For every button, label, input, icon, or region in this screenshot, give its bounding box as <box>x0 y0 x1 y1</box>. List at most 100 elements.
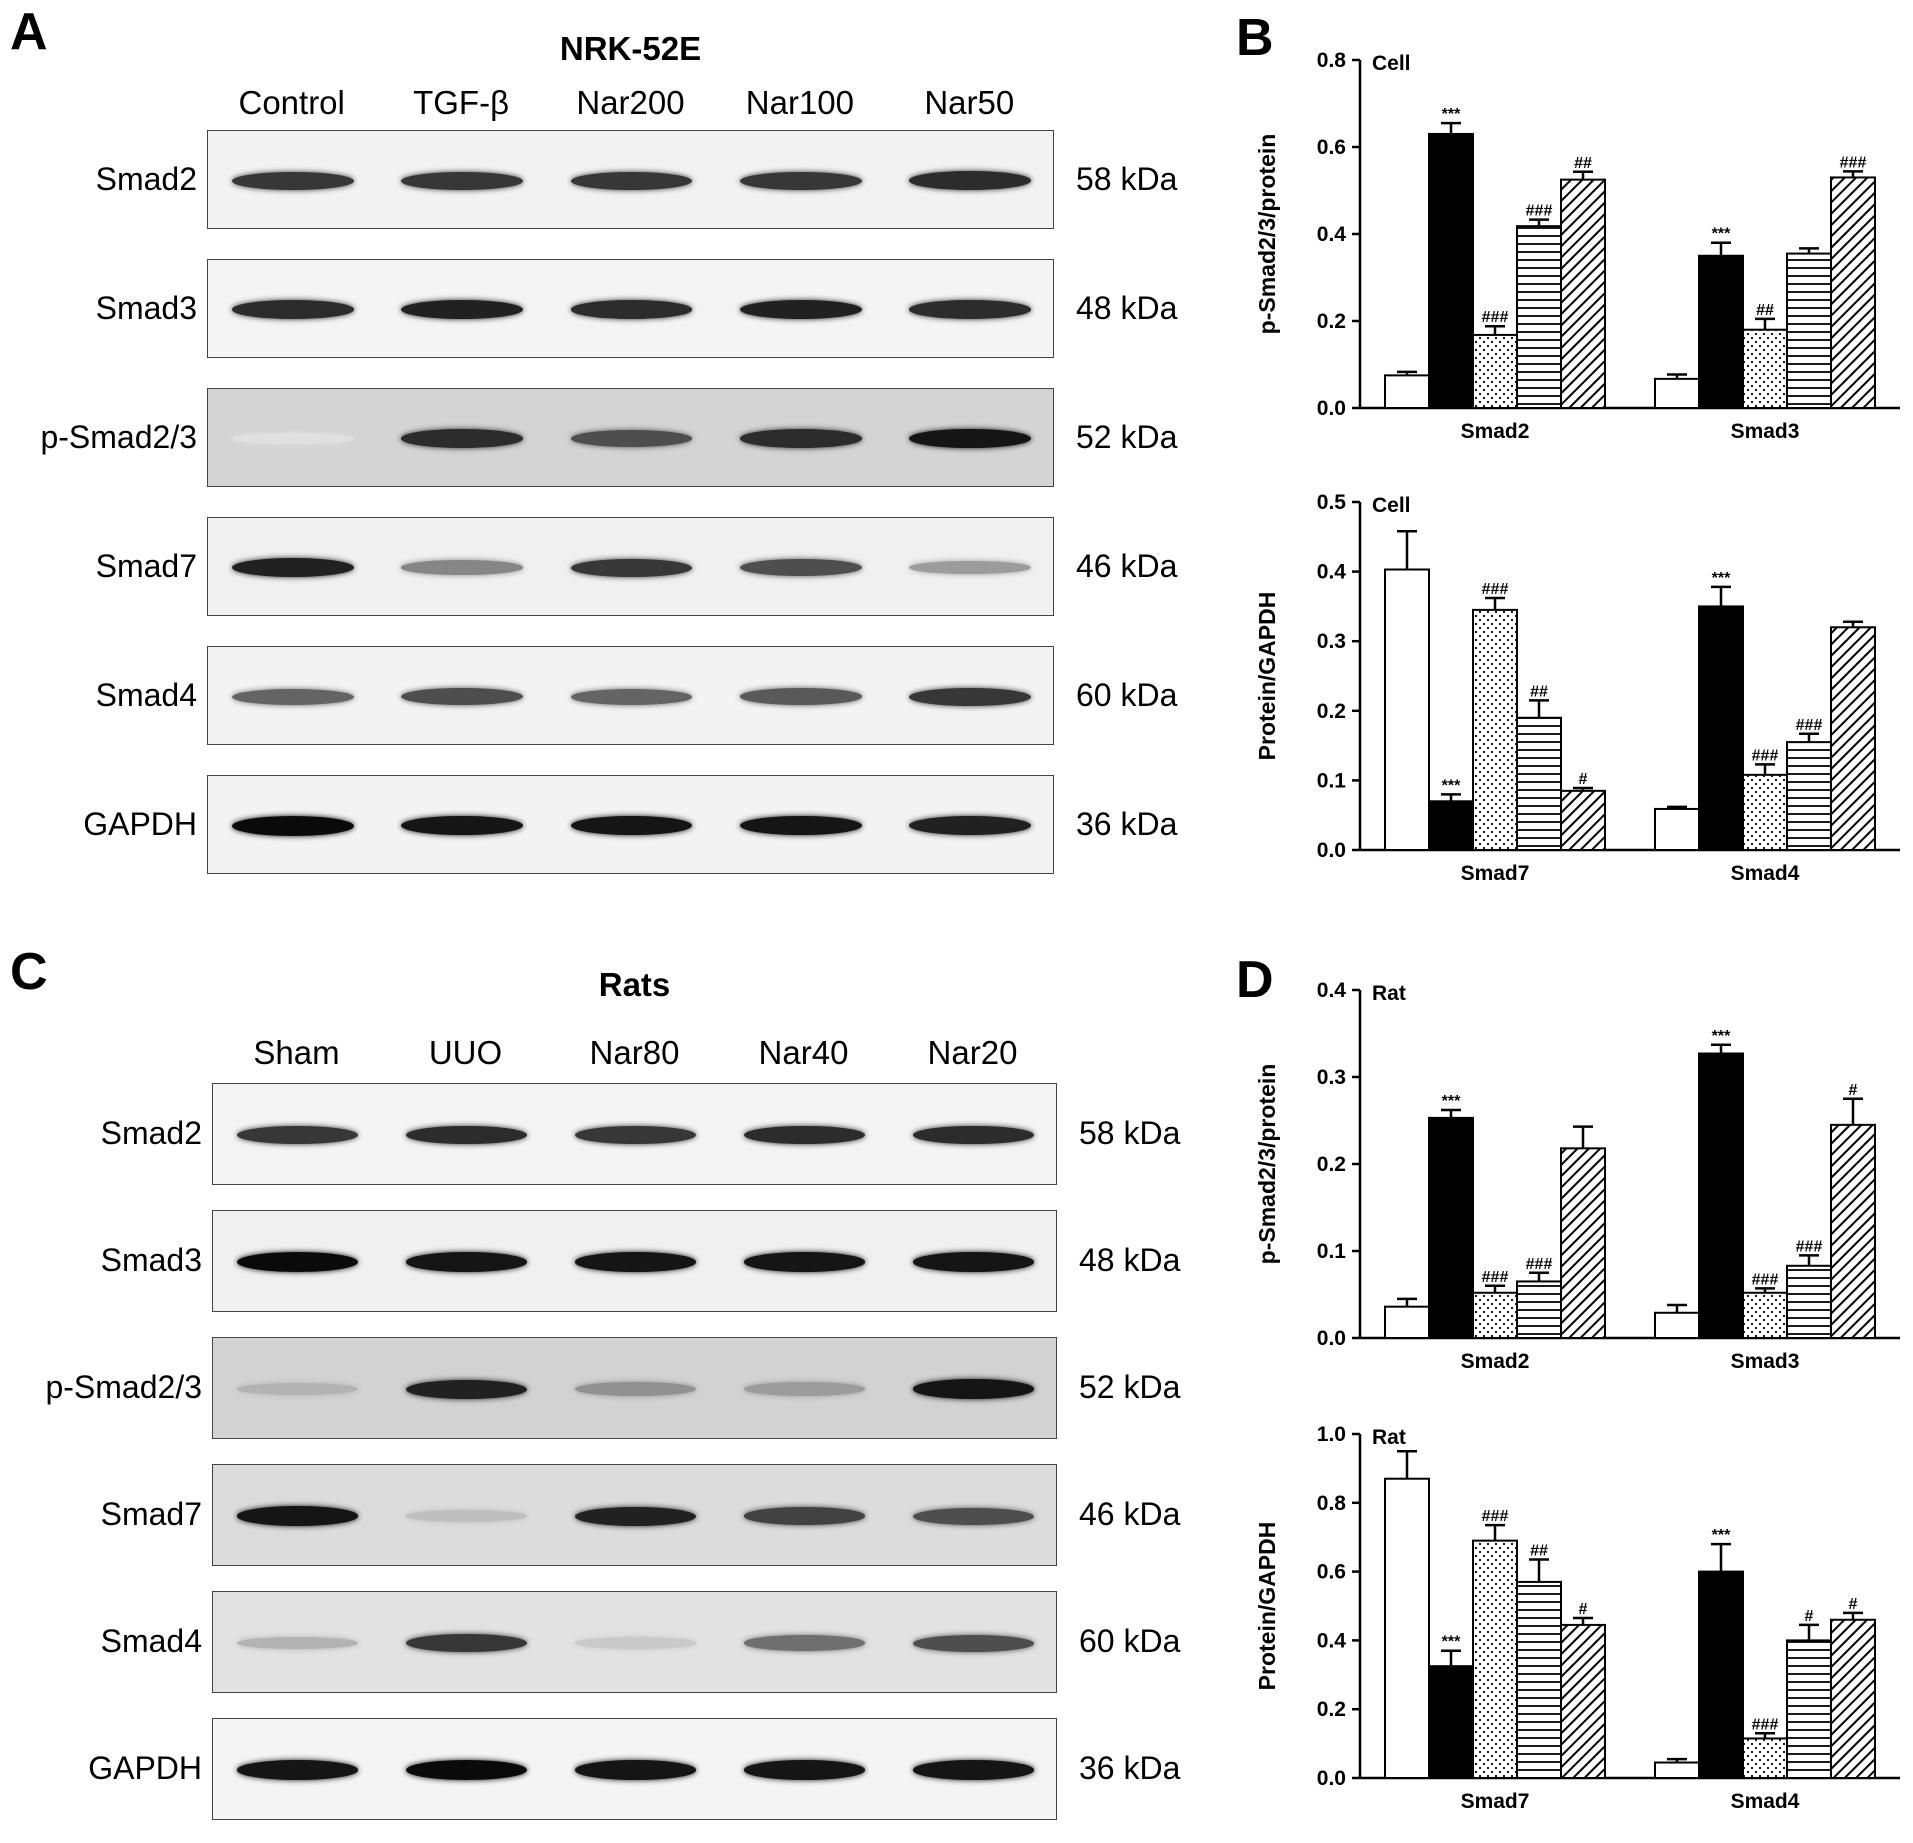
significance-label: ### <box>1482 1508 1509 1525</box>
y-tick-label: 0.4 <box>1317 223 1347 246</box>
protein-band <box>912 1125 1035 1145</box>
protein-band <box>739 559 862 576</box>
bar <box>1428 800 1474 851</box>
bar <box>1384 374 1430 409</box>
chart-annotation: Rat <box>1372 1426 1406 1449</box>
y-tick-label: 0.0 <box>1317 397 1346 420</box>
significance-label: ### <box>1796 717 1823 734</box>
protein-band <box>909 171 1032 190</box>
protein-band <box>570 688 693 705</box>
y-tick-label: 0.4 <box>1317 1629 1347 1652</box>
y-axis-label: p-Smad2/3/protein <box>1254 1064 1280 1265</box>
kda-label: 52 kDa <box>1076 418 1178 455</box>
lane-label: Nar50 <box>924 84 1015 121</box>
protein-band <box>236 1636 359 1650</box>
chart-annotation: Rat <box>1372 982 1406 1005</box>
significance-label: ### <box>1526 203 1553 220</box>
protein-band <box>912 1760 1035 1780</box>
protein-band <box>236 1760 359 1780</box>
y-tick-label: 0.3 <box>1317 630 1346 653</box>
protein-band <box>405 1634 528 1652</box>
bar-chart-d-top: 0.0 0.1 0.2 0.3 0.4 Rat p-Smad2/3/protein Smad2… <box>1254 979 1900 1373</box>
blot-strip <box>212 1337 1057 1439</box>
bar <box>1516 1280 1562 1340</box>
row-label: Smad3 <box>100 1242 202 1278</box>
y-tick-label: 0.8 <box>1317 1492 1347 1515</box>
protein-band <box>739 171 862 190</box>
protein-band <box>739 429 862 448</box>
significance-label: *** <box>1712 570 1731 587</box>
kda-label: 60 kDa <box>1079 1623 1181 1659</box>
protein-band <box>909 300 1032 319</box>
row-label: Smad7 <box>95 547 197 584</box>
protein-band <box>912 1507 1035 1525</box>
bar <box>1428 132 1474 409</box>
bar <box>1516 225 1562 409</box>
protein-band <box>236 1252 359 1272</box>
protein-band <box>574 1126 697 1144</box>
protein-band <box>231 433 354 444</box>
bar <box>1560 1623 1606 1779</box>
protein-band <box>739 688 862 705</box>
protein-band <box>401 429 524 448</box>
protein-band <box>236 1506 359 1526</box>
bar <box>1786 252 1832 409</box>
bar <box>1560 1147 1606 1339</box>
y-tick-label: 0.1 <box>1317 769 1347 792</box>
bar <box>1830 1618 1876 1779</box>
kda-label: 48 kDa <box>1079 1242 1181 1278</box>
panel-letter-d: D <box>1236 951 1274 1009</box>
kda-label: 46 kDa <box>1079 1496 1181 1532</box>
blot-strip <box>207 517 1054 616</box>
y-tick-label: 0.6 <box>1317 136 1346 159</box>
bar <box>1472 1539 1518 1779</box>
lane-label: TGF-β <box>413 84 510 121</box>
kda-label: 52 kDa <box>1079 1369 1181 1405</box>
protein-band <box>405 1760 528 1780</box>
y-tick-label: 0.4 <box>1317 561 1347 584</box>
y-tick-label: 1.0 <box>1317 1423 1346 1446</box>
kda-label: 58 kDa <box>1076 160 1178 197</box>
kda-label: 48 kDa <box>1076 289 1178 326</box>
bar <box>1786 1264 1832 1340</box>
chart-annotation: Cell <box>1372 494 1411 517</box>
significance-label: ### <box>1840 154 1867 171</box>
protein-band <box>570 171 693 190</box>
protein-band <box>739 300 862 319</box>
protein-band <box>231 815 354 836</box>
lane-label: UUO <box>428 1034 503 1071</box>
y-tick-label: 0.4 <box>1317 979 1347 1002</box>
bar <box>1742 773 1788 851</box>
protein-band <box>574 1760 697 1780</box>
y-tick-label: 0.2 <box>1317 1153 1346 1176</box>
panel-letter-a: A <box>10 3 48 61</box>
significance-label: *** <box>1442 1634 1461 1651</box>
bar <box>1516 716 1562 851</box>
protein-band <box>401 815 524 836</box>
bar <box>1472 1291 1518 1340</box>
lane-label: Control <box>238 84 345 121</box>
y-tick-label: 0.1 <box>1317 1240 1347 1263</box>
bar <box>1516 1580 1562 1779</box>
bar-chart-b-bottom: 0.0 0.1 0.2 0.3 0.4 0.5 Cell Protein/GAPDH Smad7… <box>1254 491 1900 885</box>
y-axis-label: p-Smad2/3/protein <box>1254 134 1280 335</box>
protein-band <box>574 1637 697 1649</box>
significance-label: ## <box>1574 155 1592 172</box>
y-tick-label: 0.5 <box>1317 491 1347 514</box>
significance-label: ## <box>1756 302 1774 319</box>
chart-annotation: Cell <box>1372 52 1411 75</box>
kda-label: 58 kDa <box>1079 1115 1181 1151</box>
protein-band <box>236 1126 359 1144</box>
protein-band <box>912 1634 1035 1652</box>
protein-band <box>574 1252 697 1272</box>
protein-band <box>570 815 693 836</box>
row-label: Smad2 <box>95 160 197 197</box>
significance-label: # <box>1849 1082 1858 1099</box>
protein-band <box>739 815 862 836</box>
y-tick-label: 0.8 <box>1317 49 1347 72</box>
blot-strip <box>207 775 1054 874</box>
significance-label: *** <box>1442 106 1461 123</box>
kda-label: 60 kDa <box>1076 676 1178 713</box>
lane-label: Nar200 <box>576 84 685 121</box>
significance-label: *** <box>1442 1093 1461 1110</box>
